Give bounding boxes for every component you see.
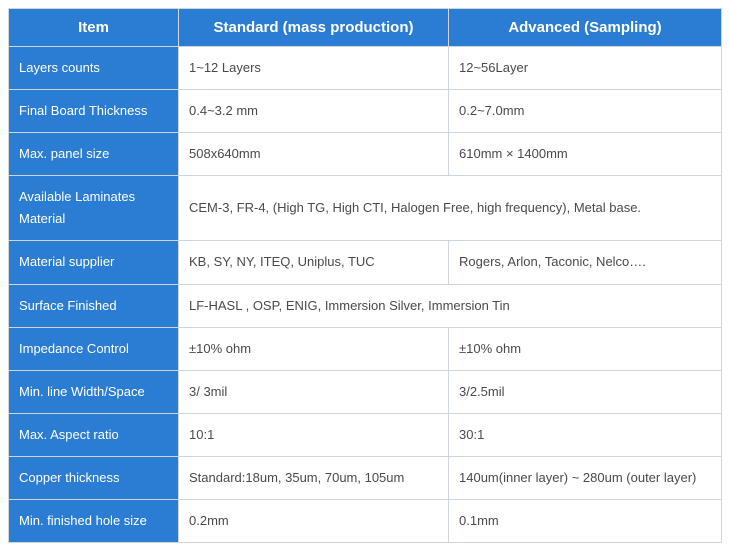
row-item-label: Impedance Control [9,327,179,370]
row-advanced-value: 12~56Layer [449,47,722,90]
row-standard-value: 3/ 3mil [179,370,449,413]
table-row: Min. finished hole size 0.2mm 0.1mm [9,500,722,543]
table-row: Max. panel size 508x640mm 610mm × 1400mm [9,133,722,176]
table-row: Impedance Control ±10% ohm ±10% ohm [9,327,722,370]
header-standard: Standard (mass production) [179,9,449,47]
header-row: Item Standard (mass production) Advanced… [9,9,722,47]
table-row: Final Board Thickness 0.4~3.2 mm 0.2~7.0… [9,90,722,133]
row-standard-value: 508x640mm [179,133,449,176]
row-advanced-value: 0.2~7.0mm [449,90,722,133]
row-standard-value: ±10% ohm [179,327,449,370]
row-item-label: Available Laminates Material [9,176,179,241]
row-item-label: Layers counts [9,47,179,90]
row-item-label: Surface Finished [9,284,179,327]
spec-table: Item Standard (mass production) Advanced… [8,8,722,543]
row-standard-value: KB, SY, NY, ITEQ, Uniplus, TUC [179,241,449,284]
header-item: Item [9,9,179,47]
row-item-label: Material supplier [9,241,179,284]
table-row: Copper thickness Standard:18um, 35um, 70… [9,456,722,499]
row-item-label: Copper thickness [9,456,179,499]
table-row: Surface Finished LF-HASL , OSP, ENIG, Im… [9,284,722,327]
row-item-label: Min. line Width/Space [9,370,179,413]
table-row: Material supplier KB, SY, NY, ITEQ, Unip… [9,241,722,284]
table-row: Max. Aspect ratio 10:1 30:1 [9,413,722,456]
row-advanced-value: 610mm × 1400mm [449,133,722,176]
row-item-label: Final Board Thickness [9,90,179,133]
row-standard-value: 0.2mm [179,500,449,543]
row-item-label: Min. finished hole size [9,500,179,543]
row-advanced-value: 140um(inner layer) ~ 280um (outer layer) [449,456,722,499]
row-advanced-value: 0.1mm [449,500,722,543]
spec-table-body: Layers counts 1~12 Layers 12~56Layer Fin… [9,47,722,543]
row-spanned-value: CEM-3, FR-4, (High TG, High CTI, Halogen… [179,176,722,241]
row-item-label: Max. panel size [9,133,179,176]
row-advanced-value: ±10% ohm [449,327,722,370]
table-row: Layers counts 1~12 Layers 12~56Layer [9,47,722,90]
row-advanced-value: Rogers, Arlon, Taconic, Nelco…. [449,241,722,284]
table-row: Min. line Width/Space 3/ 3mil 3/2.5mil [9,370,722,413]
row-advanced-value: 30:1 [449,413,722,456]
row-spanned-value: LF-HASL , OSP, ENIG, Immersion Silver, I… [179,284,722,327]
table-row: Available Laminates Material CEM-3, FR-4… [9,176,722,241]
row-advanced-value: 3/2.5mil [449,370,722,413]
row-standard-value: Standard:18um, 35um, 70um, 105um [179,456,449,499]
row-item-label: Max. Aspect ratio [9,413,179,456]
row-standard-value: 0.4~3.2 mm [179,90,449,133]
row-standard-value: 10:1 [179,413,449,456]
header-advanced: Advanced (Sampling) [449,9,722,47]
row-standard-value: 1~12 Layers [179,47,449,90]
